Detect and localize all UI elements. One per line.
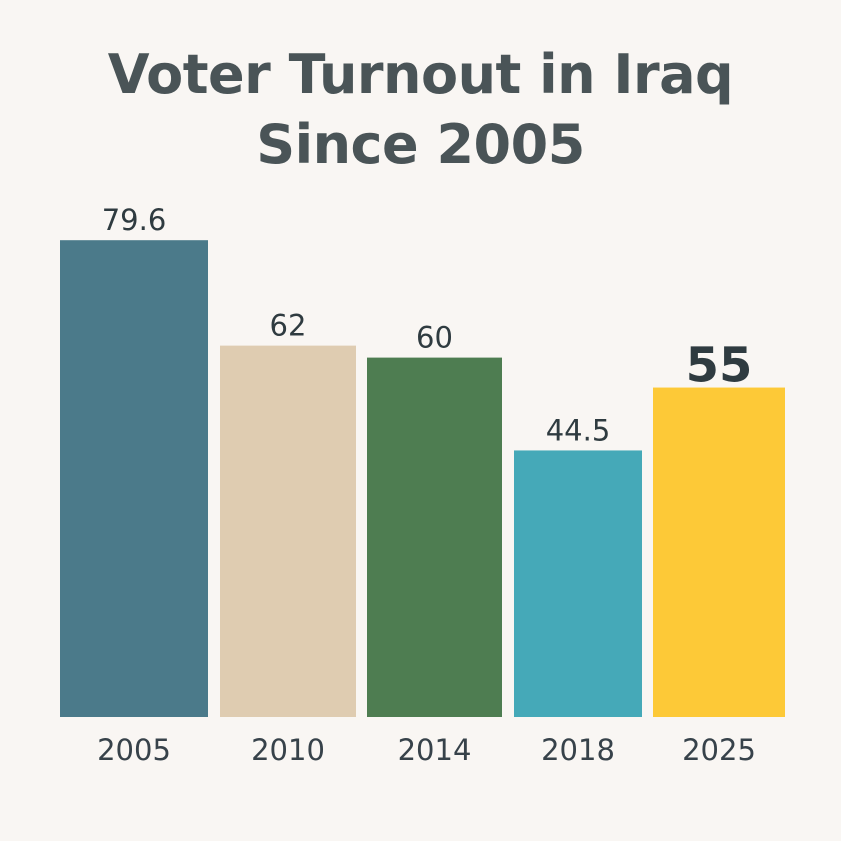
value-label-2014: 60 [416,321,453,355]
x-tick-label-2018: 2018 [541,733,615,767]
x-tick-label-2010: 2010 [251,733,325,767]
bar-2010 [220,345,356,717]
value-label-2025: 55 [686,338,753,394]
x-tick-label-2025: 2025 [682,733,756,767]
chart-title-line-1: Voter Turnout in Iraq [107,43,734,106]
chart-title-line-2: Since 2005 [256,113,585,176]
value-label-2005: 79.6 [102,203,167,237]
value-label-2010: 62 [270,309,307,343]
bar-2014 [367,357,502,717]
x-tick-label-2005: 2005 [97,733,171,767]
value-label-2018: 44.5 [546,413,611,447]
x-tick-label-2014: 2014 [398,733,472,767]
bar-2025 [653,387,785,717]
chart-title: Voter Turnout in Iraq Since 2005 [0,40,841,180]
bar-2018 [514,450,642,717]
bar-2005 [60,240,208,718]
